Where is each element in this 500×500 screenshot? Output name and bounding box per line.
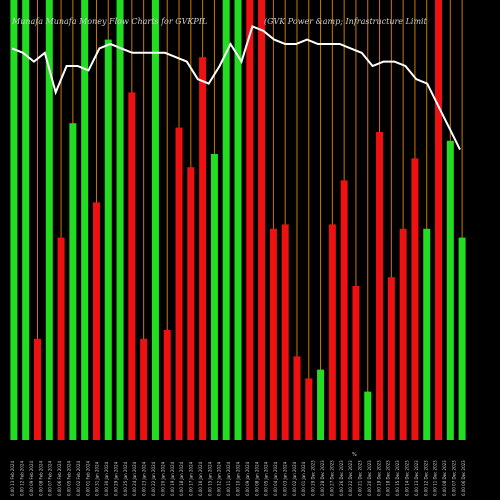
x-tick-label: 0.00 31 Jan 2024 bbox=[95, 461, 100, 496]
x-tick-label: 0.00 03 Jan 2024 bbox=[282, 461, 287, 496]
bar-down bbox=[340, 180, 348, 440]
bar-down bbox=[269, 228, 277, 440]
x-tick-label: 0.00 08 Dec 2023 bbox=[442, 460, 447, 496]
x-tick-label: 0.00 16 Jan 2024 bbox=[198, 461, 203, 496]
bar-down bbox=[399, 228, 407, 440]
x-tick-label: 0.00 19 Jan 2024 bbox=[170, 461, 175, 496]
x-tick-label: 0.00 13 Dec 2023 bbox=[414, 460, 419, 496]
money-flow-line bbox=[11, 25, 461, 151]
x-tick-label: 0.00 02 Jan 2024 bbox=[292, 461, 297, 496]
x-tick-label: 0.00 28 Dec 2023 bbox=[320, 460, 325, 496]
x-tick-label: 0.00 05 Jan 2024 bbox=[264, 461, 269, 496]
bar-down bbox=[305, 378, 313, 440]
bar-down bbox=[281, 224, 289, 440]
bar-down bbox=[175, 127, 183, 440]
bar-down bbox=[435, 0, 443, 440]
bar-up bbox=[104, 39, 112, 440]
x-tick-label: 0.00 21 Dec 2023 bbox=[358, 460, 363, 496]
bar-up bbox=[364, 391, 372, 440]
bar-up bbox=[10, 0, 18, 440]
x-tick-label: 0.00 08 Jan 2024 bbox=[254, 461, 259, 496]
x-tick-label: 0.00 26 Dec 2023 bbox=[339, 460, 344, 496]
x-tick-label: 0.00 10 Jan 2024 bbox=[236, 461, 241, 496]
bar-down bbox=[328, 224, 336, 440]
x-tick-label: 0.00 22 Dec 2023 bbox=[348, 460, 353, 496]
x-tick-label: 0.00 15 Jan 2024 bbox=[207, 461, 212, 496]
x-tick-label: 0.00 24 Jan 2024 bbox=[132, 461, 137, 496]
bar-down bbox=[258, 0, 266, 440]
x-tick-label: 0.00 14 Dec 2023 bbox=[404, 460, 409, 496]
bar-up bbox=[234, 0, 242, 440]
x-tick-label: 0.00 09 Feb 2024 bbox=[29, 460, 34, 496]
bar-up bbox=[317, 369, 325, 440]
bar-up bbox=[22, 0, 30, 440]
x-tick-label: 0.00 06 Dec 2023 bbox=[461, 460, 466, 496]
bar-down bbox=[33, 338, 41, 440]
bar-down bbox=[199, 57, 207, 440]
bar-up bbox=[81, 0, 89, 440]
x-tick-label: 0.00 22 Jan 2024 bbox=[151, 461, 156, 496]
bar-up bbox=[423, 228, 431, 440]
x-tick-label: 0.00 06 Feb 2024 bbox=[57, 460, 62, 496]
bar-down bbox=[352, 286, 360, 440]
x-tick-label: 0.00 02 Feb 2024 bbox=[76, 460, 81, 496]
bar-up bbox=[69, 123, 77, 440]
x-tick-label: 0.00 09 Jan 2024 bbox=[245, 461, 250, 496]
bar-down bbox=[411, 158, 419, 440]
bar-up bbox=[45, 0, 53, 440]
x-tick-label: 0.00 01 Feb 2024 bbox=[85, 460, 90, 496]
x-tick-label: 0.00 07 Feb 2024 bbox=[48, 460, 53, 496]
x-tick-label: 0.00 12 Feb 2024 bbox=[20, 460, 25, 496]
x-tick-label: 0.00 15 Dec 2023 bbox=[395, 460, 400, 496]
x-tick-label: 0.00 19 Dec 2023 bbox=[376, 460, 381, 496]
bar-down bbox=[92, 202, 100, 440]
bar-up bbox=[458, 237, 466, 440]
bar-up bbox=[446, 140, 454, 441]
chart-company-name: (GVK Power &amp; Infrastructure Limit bbox=[264, 17, 428, 26]
x-tick-label: 0.00 01 Jan 2024 bbox=[301, 461, 306, 496]
x-tick-label: 0.00 20 Jan 2024 bbox=[160, 461, 165, 496]
bar-up bbox=[151, 0, 159, 440]
chart-title: Munafa Munafa Money Flow Charts for GVKP… bbox=[11, 17, 207, 26]
x-tick-label: 0.00 11 Jan 2024 bbox=[226, 461, 231, 496]
x-tick-label: 0.00 17 Jan 2024 bbox=[189, 461, 194, 496]
x-tick-label: 0.00 12 Jan 2024 bbox=[217, 461, 222, 496]
x-tick-label: 0.00 29 Jan 2024 bbox=[113, 461, 118, 496]
x-tick-label: 0.00 23 Jan 2024 bbox=[142, 461, 147, 496]
x-tick-label: 0.00 07 Dec 2023 bbox=[451, 460, 456, 496]
bar-down bbox=[140, 338, 148, 440]
bar-down bbox=[128, 92, 136, 441]
x-tick-label: 0.00 27 Dec 2023 bbox=[329, 460, 334, 496]
x-tick-label: 0.00 05 Feb 2024 bbox=[67, 460, 72, 496]
bar-down bbox=[57, 237, 65, 440]
bar-down bbox=[246, 0, 254, 440]
bar-down bbox=[293, 356, 301, 440]
x-tick-label: 0.00 30 Jan 2024 bbox=[104, 461, 109, 496]
x-tick-label: 0.00 18 Jan 2024 bbox=[179, 461, 184, 496]
x-tick-label: 0.00 12 Dec 2023 bbox=[423, 460, 428, 496]
bar-up bbox=[116, 0, 124, 440]
x-tick-label: 0.00 04 Jan 2024 bbox=[273, 461, 278, 496]
x-tick-label: 0.00 08 Feb 2024 bbox=[38, 460, 43, 496]
bar-down bbox=[387, 277, 395, 440]
bar-up bbox=[222, 0, 230, 440]
bar-up bbox=[210, 154, 218, 440]
x-tick-label: 0.00 20 Dec 2023 bbox=[367, 460, 372, 496]
bar-down bbox=[376, 132, 384, 440]
bar-down bbox=[187, 167, 195, 440]
bar-down bbox=[163, 330, 171, 440]
bars-group bbox=[10, 0, 466, 441]
x-tick-label: 0.00 18 Dec 2023 bbox=[386, 460, 391, 496]
x-tick-label: 0.00 11 Dec 2023 bbox=[433, 460, 438, 496]
x-tick-label: 0.00 25 Jan 2024 bbox=[123, 461, 128, 496]
axis-unit-label: % bbox=[352, 452, 357, 458]
x-tick-label: 0.00 13 Feb 2024 bbox=[10, 460, 15, 496]
x-tick-labels: 0.00 13 Feb 2024 0.00 12 Feb 2024 0.00 09 … bbox=[10, 460, 466, 496]
x-tick-label: 0.00 29 Dec 2023 bbox=[311, 460, 316, 496]
